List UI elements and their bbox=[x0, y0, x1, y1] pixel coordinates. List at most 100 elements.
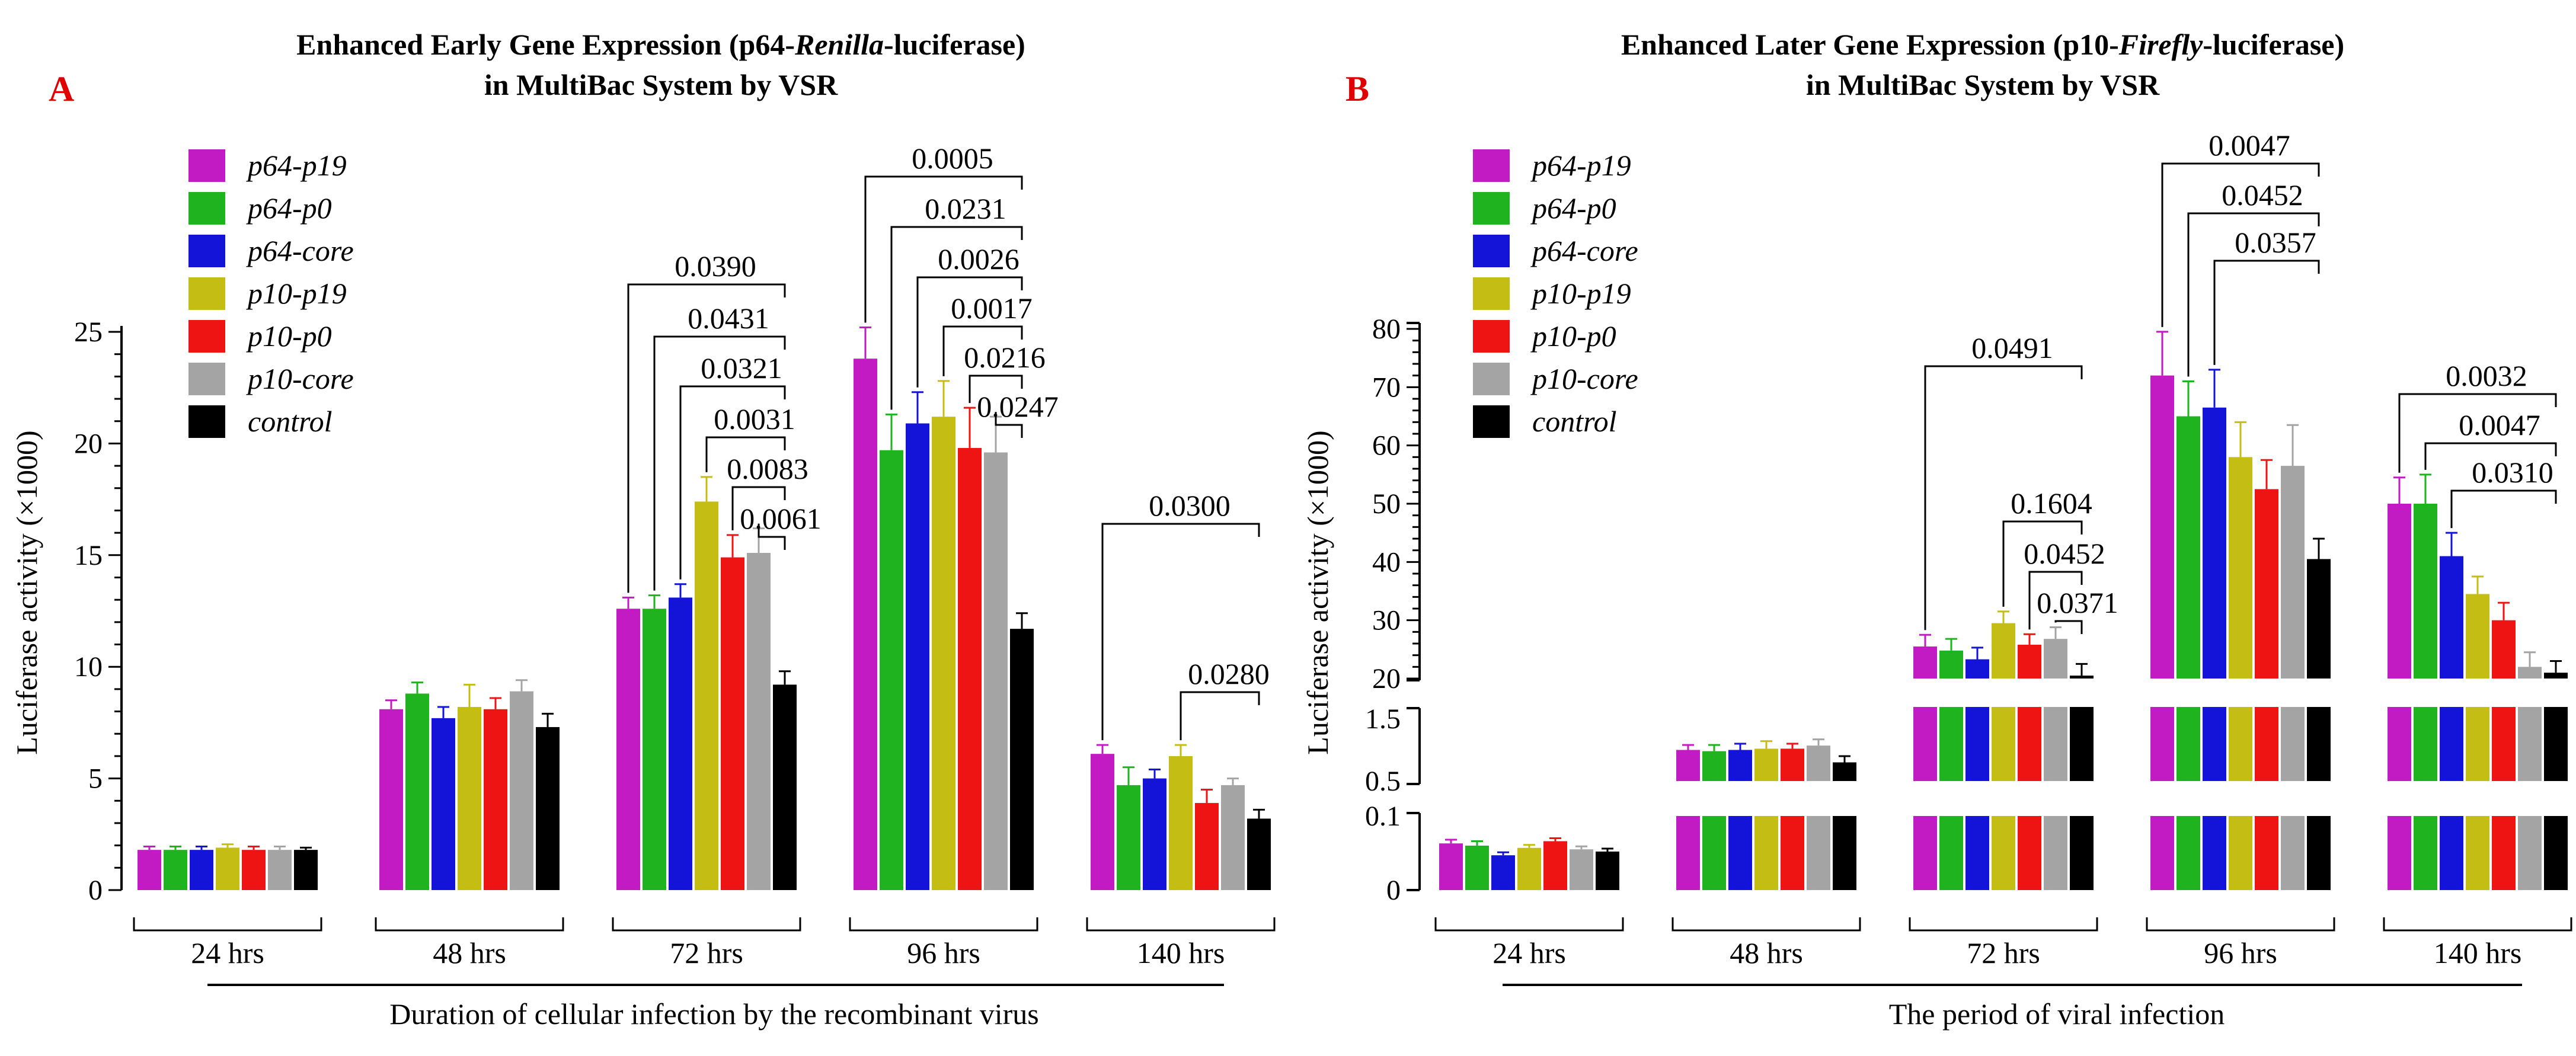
bar-control-72hrs-middle bbox=[2070, 707, 2094, 781]
bar-p64-p19-72hrs-lower bbox=[1913, 816, 1937, 890]
group-label-72hrs: 72 hrs bbox=[670, 936, 743, 969]
legend-label-p10-p0: p10-p0 bbox=[246, 319, 332, 353]
group-bracket bbox=[1434, 917, 1624, 932]
bar-p10-p19-24hrs bbox=[216, 847, 239, 890]
bar-p64-p19-24hrs bbox=[138, 850, 161, 890]
p-value-label: 0.0031 bbox=[714, 402, 795, 436]
significance-bracket bbox=[2054, 620, 2083, 634]
group-label-48hrs: 48 hrs bbox=[433, 936, 506, 969]
p-value-label: 0.0047 bbox=[2209, 129, 2290, 162]
bar-p64-p0-140hrs-lower bbox=[2414, 816, 2437, 890]
bar-p10-p0-72hrs-lower bbox=[2018, 816, 2041, 890]
significance-bracket bbox=[2398, 393, 2557, 473]
bar-p10-core-24hrs bbox=[268, 850, 292, 890]
y-tick-label: 0.1 bbox=[1365, 801, 1401, 832]
group-bracket bbox=[1086, 917, 1276, 932]
y-tick-label: 5 bbox=[88, 763, 103, 795]
bar-p10-p19-96hrs-middle bbox=[2229, 707, 2252, 781]
bar-p10-p19-96hrs bbox=[2229, 457, 2252, 679]
bar-p10-p0-48hrs-lower bbox=[1781, 816, 1804, 890]
bar-p64-p19-140hrs-middle bbox=[2388, 707, 2411, 781]
significance-bracket bbox=[995, 412, 1023, 438]
legend-label-control: control bbox=[248, 405, 333, 438]
group-label-96hrs: 96 hrs bbox=[907, 936, 980, 969]
group-bracket bbox=[1671, 917, 1861, 932]
bar-p10-p19-140hrs-middle bbox=[2466, 707, 2489, 781]
bar-p64-p19-96hrs bbox=[2150, 375, 2174, 679]
p-value-label: 0.0491 bbox=[1971, 331, 2053, 364]
bar-control-24hrs bbox=[294, 850, 318, 890]
bar-p10-core-96hrs bbox=[2281, 466, 2305, 679]
legend-swatch-control bbox=[1473, 405, 1510, 438]
legend-swatch-p64-p19 bbox=[1473, 149, 1510, 182]
panel-b-ylabel: Luciferase activity (×1000) bbox=[1301, 430, 1334, 754]
bar-p64-p19-96hrs-middle bbox=[2150, 707, 2174, 781]
bar-p64-p0-140hrs bbox=[2414, 504, 2437, 679]
y-tick-label: 20 bbox=[1372, 663, 1401, 695]
significance-bracket bbox=[864, 175, 1023, 323]
bar-p10-p0-140hrs-middle bbox=[2492, 707, 2516, 781]
y-tick-label: 40 bbox=[1372, 546, 1401, 578]
p-value-label: 0.0321 bbox=[701, 351, 782, 385]
group-label-24hrs: 24 hrs bbox=[191, 936, 264, 969]
y-tick-label: 1.5 bbox=[1365, 703, 1401, 735]
significance-bracket bbox=[969, 375, 1023, 404]
bar-p10-core-48hrs-lower bbox=[1807, 816, 1830, 890]
bar-p10-core-24hrs bbox=[1570, 849, 1593, 890]
y-tick-label: 10 bbox=[74, 651, 103, 683]
bar-p10-core-72hrs-lower bbox=[2044, 816, 2067, 890]
bar-p64-p19-140hrs-lower bbox=[2388, 816, 2411, 890]
significance-bracket bbox=[2424, 442, 2557, 470]
panel-b-xlabel: The period of viral infection bbox=[1889, 997, 2225, 1031]
bar-p10-core-48hrs bbox=[510, 691, 533, 890]
bar-p64-p19-24hrs bbox=[1439, 843, 1463, 890]
bar-p10-p0-24hrs bbox=[1543, 841, 1567, 890]
bar-p64-p19-140hrs bbox=[2388, 504, 2411, 679]
bar-p64-p0-48hrs-lower bbox=[1702, 816, 1726, 890]
group-bracket bbox=[612, 917, 801, 932]
significance-bracket bbox=[916, 276, 1023, 388]
legend-label-p10-p19: p10-p19 bbox=[246, 277, 347, 310]
bar-p64-core-24hrs bbox=[1491, 855, 1515, 890]
panel-b-title-line1: Enhanced Later Gene Expression (p10-Fire… bbox=[1621, 28, 2344, 61]
significance-bracket bbox=[1101, 523, 1260, 741]
legend-label-control: control bbox=[1532, 405, 1617, 438]
panel-a-xlabel: Duration of cellular infection by the re… bbox=[389, 997, 1038, 1031]
bar-p10-core-72hrs bbox=[747, 553, 771, 890]
bar-p10-core-140hrs-middle bbox=[2518, 707, 2542, 781]
group-label-96hrs: 96 hrs bbox=[2204, 936, 2277, 969]
bar-control-24hrs bbox=[1596, 852, 1619, 890]
bar-control-96hrs-middle bbox=[2307, 707, 2331, 781]
bar-p10-core-140hrs bbox=[2518, 667, 2542, 679]
bar-p10-core-72hrs-middle bbox=[2044, 707, 2067, 781]
bar-p64-core-24hrs bbox=[190, 850, 213, 890]
p-value-label: 0.0280 bbox=[1188, 657, 1270, 690]
bar-control-140hrs-lower bbox=[2544, 816, 2568, 890]
group-bracket bbox=[133, 917, 322, 932]
legend-label-p10-core: p10-core bbox=[1530, 362, 1638, 395]
bar-p64-core-140hrs bbox=[1143, 778, 1166, 890]
y-tick-label: 70 bbox=[1372, 372, 1401, 403]
bar-p10-p19-48hrs-lower bbox=[1754, 816, 1778, 890]
significance-bracket bbox=[679, 385, 786, 580]
significance-bracket bbox=[2187, 212, 2320, 377]
legend-swatch-control bbox=[188, 405, 225, 438]
y-tick-label: 0.5 bbox=[1365, 766, 1401, 797]
y-tick-label: 80 bbox=[1372, 313, 1401, 345]
bar-p10-p0-140hrs-lower bbox=[2492, 816, 2516, 890]
y-tick-label: 25 bbox=[74, 316, 103, 348]
group-bracket bbox=[849, 917, 1038, 932]
bar-p10-core-96hrs bbox=[984, 452, 1008, 890]
bar-p64-core-72hrs bbox=[669, 597, 692, 890]
bar-p10-p0-96hrs bbox=[958, 447, 982, 890]
y-tick-label: 20 bbox=[74, 428, 103, 459]
significance-bracket bbox=[2450, 489, 2557, 529]
group-bracket bbox=[2146, 917, 2335, 932]
legend-swatch-p10-p19 bbox=[1473, 277, 1510, 310]
p-value-label: 0.0005 bbox=[912, 142, 993, 175]
legend-label-p10-p19: p10-p19 bbox=[1530, 277, 1631, 310]
legend-label-p10-p0: p10-p0 bbox=[1530, 319, 1616, 353]
significance-bracket bbox=[942, 325, 1023, 376]
bar-p10-core-140hrs-lower bbox=[2518, 816, 2542, 890]
